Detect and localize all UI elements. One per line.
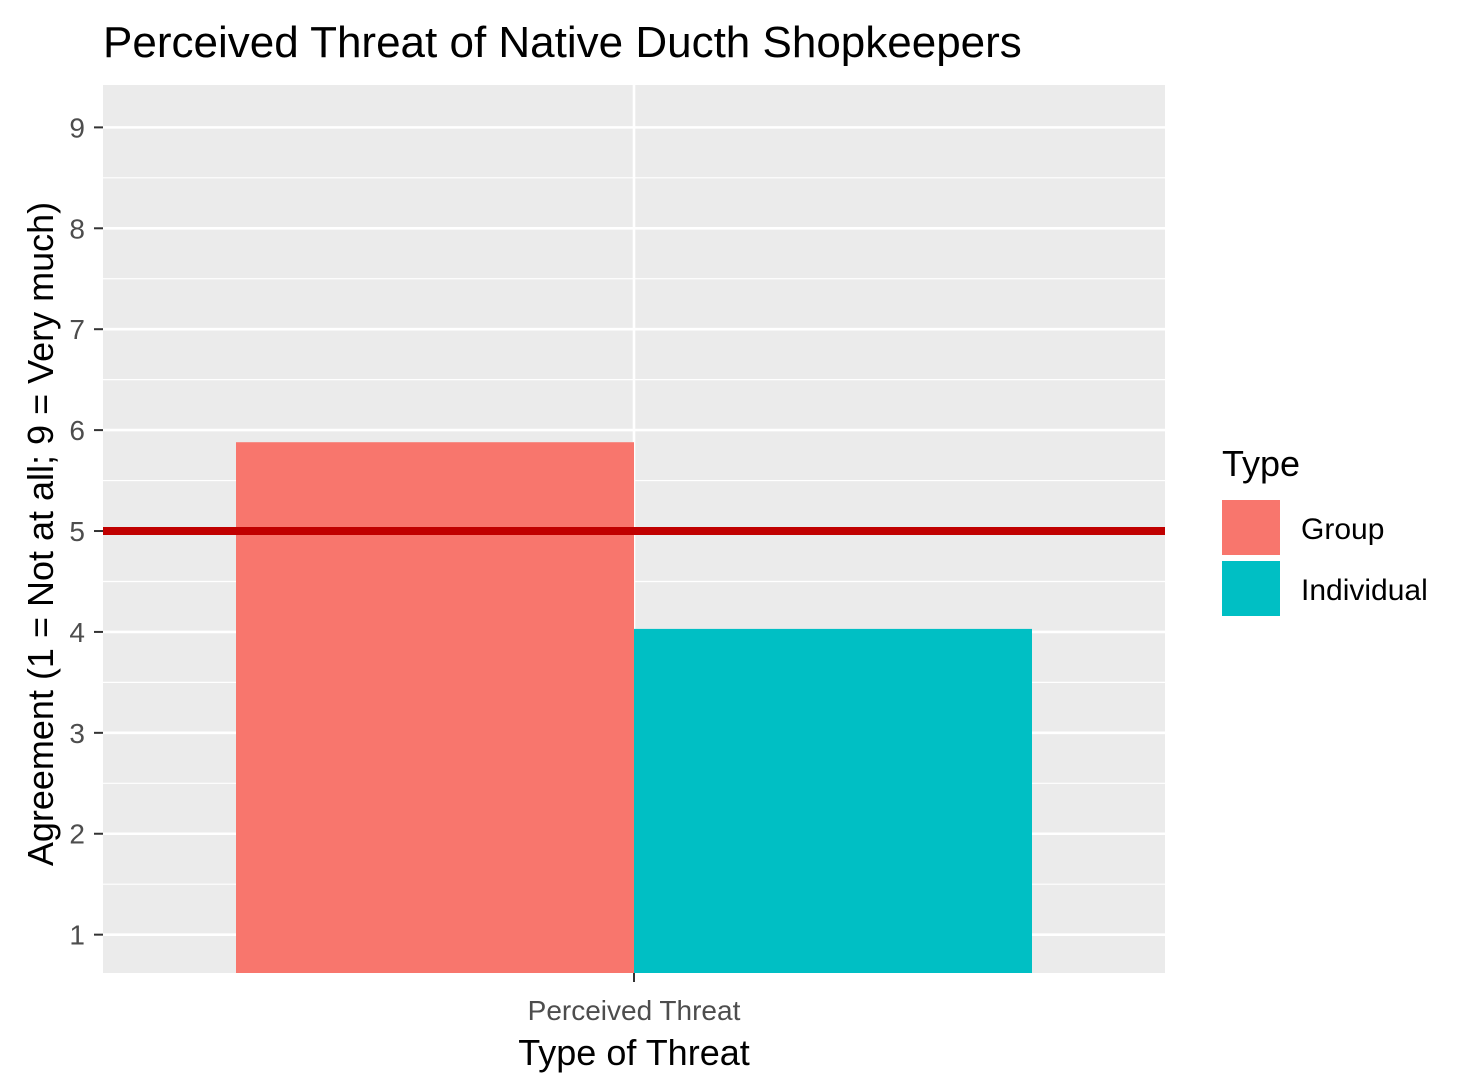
y-tick-label: 8 (69, 213, 85, 244)
y-axis: 1 2 3 4 5 6 7 8 9 (69, 112, 103, 951)
y-axis-title: Agreement (1 = Not at all; 9 = Very much… (20, 202, 61, 866)
y-tick-label: 2 (69, 819, 85, 850)
y-tick-label: 3 (69, 718, 85, 749)
bar-group (236, 442, 634, 974)
bar-individual (634, 628, 1032, 973)
y-tick-label: 4 (69, 617, 85, 648)
legend-title: Type (1222, 443, 1300, 484)
legend-key-individual (1222, 561, 1280, 616)
legend: Type Group Individual (1222, 443, 1428, 616)
y-tick-label: 5 (69, 516, 85, 547)
legend-label-group: Group (1301, 513, 1384, 546)
legend-key-group (1222, 500, 1280, 555)
legend-label-individual: Individual (1301, 574, 1428, 607)
y-tick-label: 6 (69, 415, 85, 446)
x-axis-title: Type of Threat (518, 1032, 749, 1073)
legend-items: Group Individual (1222, 500, 1428, 616)
chart-title: Perceived Threat of Native Ducth Shopkee… (103, 18, 1022, 67)
x-axis: Perceived Threat (528, 973, 741, 1026)
y-tick-label: 7 (69, 314, 85, 345)
y-tick-label: 1 (69, 920, 85, 951)
y-tick-label: 9 (69, 112, 85, 143)
x-tick-label: Perceived Threat (528, 995, 741, 1026)
